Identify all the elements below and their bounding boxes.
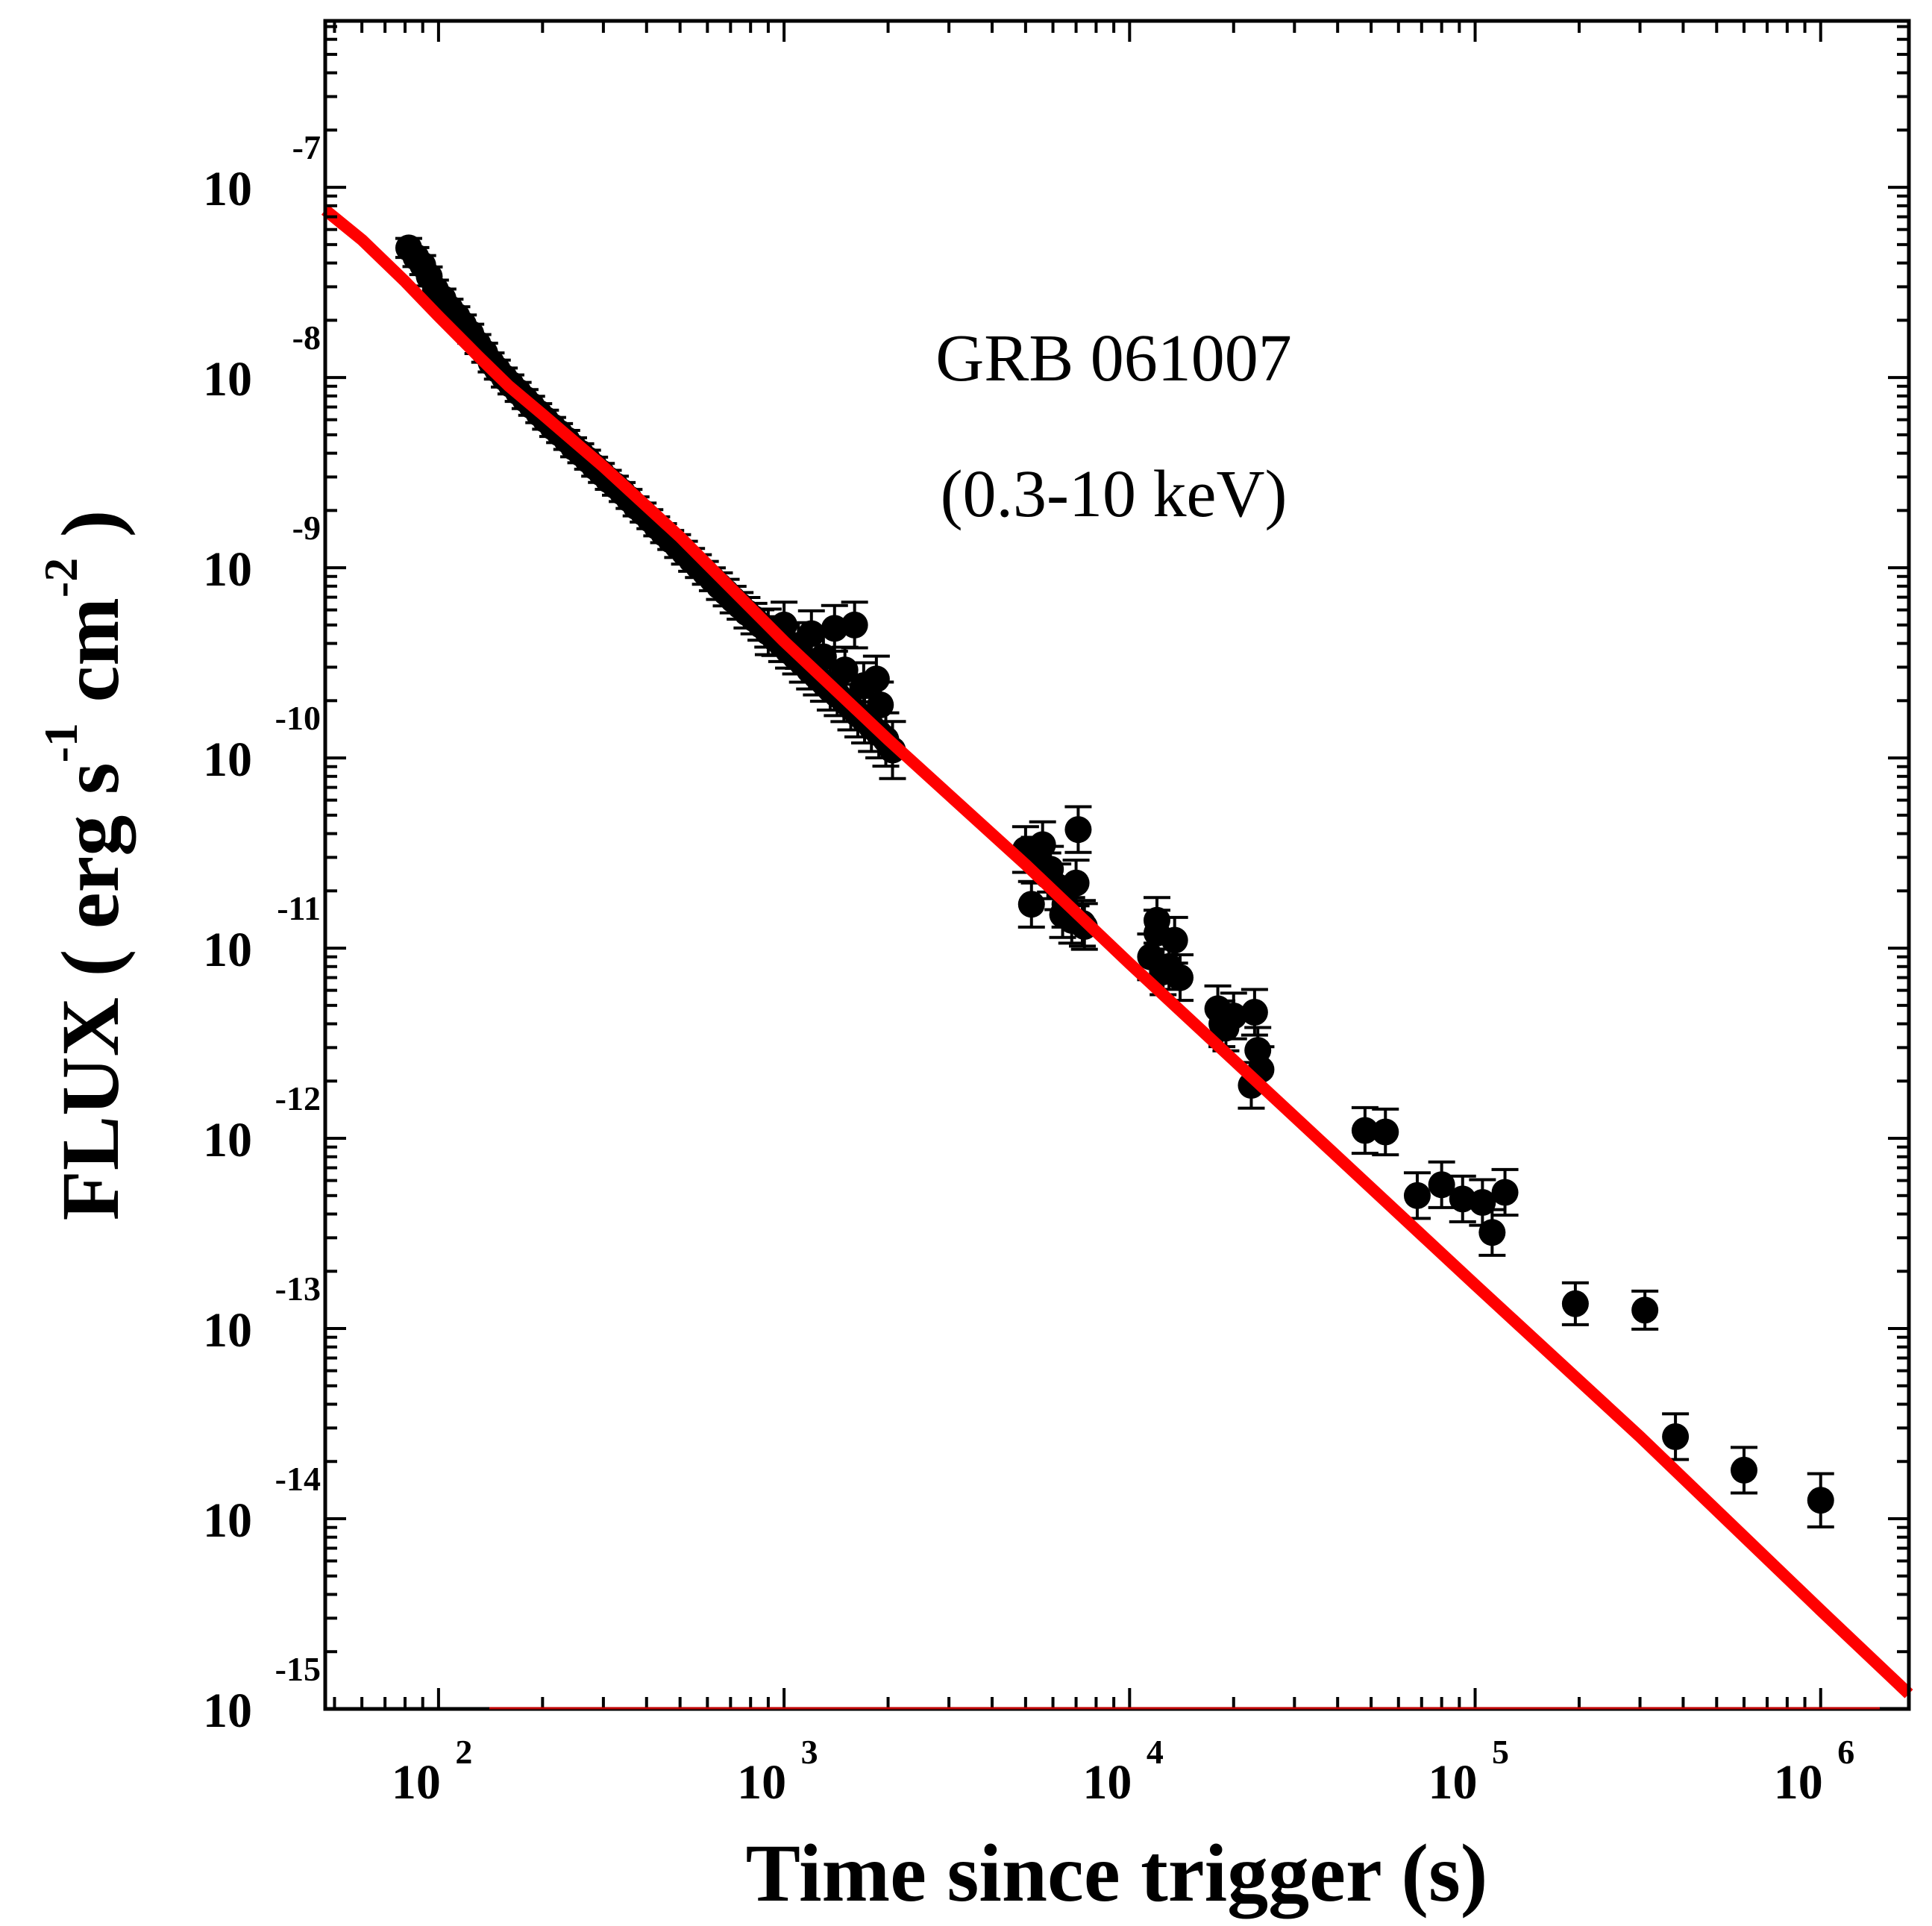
- data-point: [1662, 1412, 1690, 1461]
- data-point: [1143, 909, 1170, 958]
- data-marker: [1662, 1423, 1690, 1451]
- data-marker: [1143, 919, 1170, 947]
- y-tick-label-base: 10: [203, 923, 252, 977]
- data-point: [1062, 859, 1090, 908]
- data-point: [1478, 1208, 1506, 1257]
- data-marker: [841, 611, 868, 639]
- y-tick-label-base: 10: [203, 1684, 252, 1738]
- x-tick-label-base: 10: [1774, 1755, 1823, 1810]
- x-tick-label-exp: 6: [1837, 1733, 1854, 1771]
- x-tick-label-exp: 4: [1147, 1733, 1164, 1771]
- y-tick-label-exp: -14: [275, 1460, 321, 1498]
- fit-layer: [321, 205, 1913, 1698]
- x-tick-label-base: 10: [1428, 1755, 1478, 1810]
- data-point: [1155, 942, 1183, 991]
- y-tick-label-exp: -7: [292, 128, 321, 166]
- data-marker: [1403, 1182, 1431, 1209]
- data-point: [1351, 1105, 1379, 1155]
- y-tick-label-base: 10: [203, 162, 252, 216]
- data-point: [1491, 1167, 1519, 1217]
- data-marker: [1631, 1296, 1659, 1324]
- x-tick-label-base: 10: [392, 1755, 441, 1810]
- labels-layer: 10210310410510610-710-810-910-1010-1110-…: [203, 128, 1854, 1810]
- annotation-line-1: GRB 061007: [935, 321, 1292, 395]
- y-tick-label-exp: -9: [292, 509, 321, 547]
- data-marker: [1428, 1171, 1455, 1199]
- data-point: [1064, 805, 1092, 854]
- data-point: [1428, 1160, 1455, 1209]
- data-marker: [1561, 1290, 1589, 1317]
- fit-line: [321, 205, 1913, 1698]
- x-tick-label-base: 10: [737, 1755, 786, 1810]
- ticks-layer: [325, 21, 1909, 1710]
- x-tick-label-exp: 2: [455, 1733, 472, 1771]
- y-axis-label-exp2: -2: [34, 558, 87, 597]
- x-tick-label: 10: [392, 1755, 441, 1810]
- y-tick-label-exp: -13: [275, 1270, 321, 1308]
- data-marker: [1491, 1179, 1519, 1206]
- data-marker: [797, 620, 825, 647]
- x-tick-label: 10: [1428, 1755, 1478, 1810]
- data-marker: [821, 615, 848, 642]
- data-marker: [1155, 953, 1183, 980]
- data-marker: [1017, 891, 1045, 918]
- data-point: [1561, 1281, 1589, 1326]
- data-marker: [1449, 1185, 1476, 1213]
- x-tick-label: 10: [737, 1755, 786, 1810]
- y-tick-label-base: 10: [203, 1113, 252, 1167]
- x-tick-label-base: 10: [1082, 1755, 1132, 1810]
- y-tick-label-base: 10: [203, 542, 252, 597]
- data-marker: [867, 691, 894, 719]
- data-point: [1807, 1472, 1834, 1529]
- y-tick-label-base: 10: [203, 1493, 252, 1548]
- data-point: [862, 654, 890, 703]
- plot-frame: [323, 19, 1911, 1711]
- y-tick-label-base: 10: [203, 1303, 252, 1358]
- data-marker: [1730, 1456, 1757, 1484]
- data-point: [1372, 1107, 1399, 1157]
- y-tick-label-exp: -10: [275, 699, 321, 737]
- y-tick-label-exp: -12: [275, 1079, 321, 1117]
- data-marker: [1351, 1117, 1379, 1144]
- points-layer: [395, 234, 1834, 1529]
- data-marker: [862, 665, 890, 693]
- y-tick-label-exp: -8: [292, 319, 321, 357]
- y-axis-label-exp1: -1: [34, 723, 87, 762]
- x-tick-label: 10: [1082, 1755, 1132, 1810]
- y-axis-label-middle: cm: [45, 597, 136, 723]
- y-tick-label-base: 10: [203, 733, 252, 787]
- y-axis-label-suffix: ): [45, 510, 136, 558]
- data-point: [1449, 1174, 1476, 1223]
- data-point: [821, 603, 848, 653]
- data-marker: [1064, 816, 1092, 844]
- annotation-line-2: (0.3-10 keV): [941, 457, 1288, 531]
- y-tick-label-exp: -11: [277, 889, 321, 927]
- data-marker: [1208, 1010, 1236, 1038]
- x-tick-label: 10: [1774, 1755, 1823, 1810]
- x-tick-label-exp: 3: [801, 1733, 818, 1771]
- x-axis-label: Time since trigger (s): [746, 1828, 1488, 1919]
- data-marker: [1062, 869, 1090, 897]
- y-axis-label: FLUX ( erg s-1 cm-2 ): [34, 510, 136, 1221]
- data-point: [1017, 879, 1045, 929]
- data-marker: [1372, 1118, 1399, 1146]
- data-marker: [1241, 999, 1268, 1026]
- data-point: [1631, 1289, 1659, 1331]
- data-point: [1730, 1446, 1757, 1495]
- y-axis-label-prefix: FLUX ( erg s: [45, 762, 136, 1220]
- data-point: [1403, 1171, 1431, 1220]
- data-marker: [1807, 1487, 1834, 1514]
- y-tick-label-exp: -15: [275, 1650, 321, 1688]
- data-marker: [1478, 1219, 1506, 1246]
- x-tick-label-exp: 5: [1492, 1733, 1509, 1771]
- data-point: [841, 600, 868, 650]
- y-tick-label-base: 10: [203, 352, 252, 407]
